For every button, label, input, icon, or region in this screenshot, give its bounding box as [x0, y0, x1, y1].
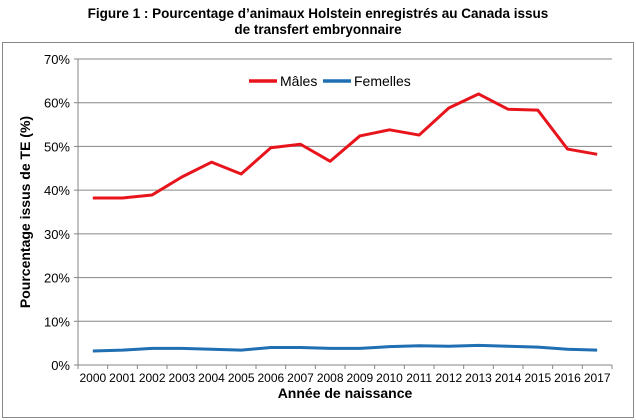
chart-title-line1: Figure 1 : Pourcentage d’animaux Holstei…	[87, 6, 549, 21]
y-tick-label: 40%	[44, 183, 70, 198]
x-tick-label: 2009	[346, 371, 373, 385]
x-tick-label: 2008	[317, 371, 344, 385]
chart-border	[2, 42, 634, 418]
series-line-males	[92, 92, 598, 200]
x-tick-label: 2003	[168, 371, 195, 385]
series-line-femelles	[92, 343, 598, 353]
legend-label-femelles: Femelles	[354, 73, 411, 89]
y-tick-label: 70%	[44, 52, 70, 67]
y-tick-label: 60%	[44, 96, 70, 111]
y-axis-label: Pourcentage issus de TE (%)	[17, 116, 33, 308]
x-tick-label: 2006	[257, 371, 284, 385]
x-tick-label: 2017	[584, 371, 611, 385]
y-tick-label: 20%	[44, 271, 70, 286]
x-tick-label: 2015	[524, 371, 551, 385]
x-tick-label: 2010	[376, 371, 403, 385]
x-tick-label: 2000	[79, 371, 106, 385]
y-tick-label: 30%	[44, 227, 70, 242]
y-tick-label: 0%	[51, 358, 70, 373]
y-tick-label: 50%	[44, 139, 70, 154]
y-tick-label: 10%	[44, 314, 70, 329]
x-tick-label: 2005	[228, 371, 255, 385]
x-tick-label: 2016	[554, 371, 581, 385]
chart-title-line2: de transfert embryonnaire	[234, 22, 402, 37]
x-tick-label: 2013	[465, 371, 492, 385]
x-tick-label: 2011	[406, 371, 432, 385]
x-tick-label: 2012	[435, 371, 462, 385]
x-tick-label: 2007	[287, 371, 314, 385]
x-tick-label: 2002	[139, 371, 166, 385]
x-axis-label: Année de naissance	[278, 385, 413, 401]
x-tick-label: 2001	[109, 371, 136, 385]
legend-label-males: Mâles	[280, 73, 317, 89]
x-tick-label: 2004	[198, 371, 225, 385]
x-tick-label: 2014	[495, 371, 522, 385]
